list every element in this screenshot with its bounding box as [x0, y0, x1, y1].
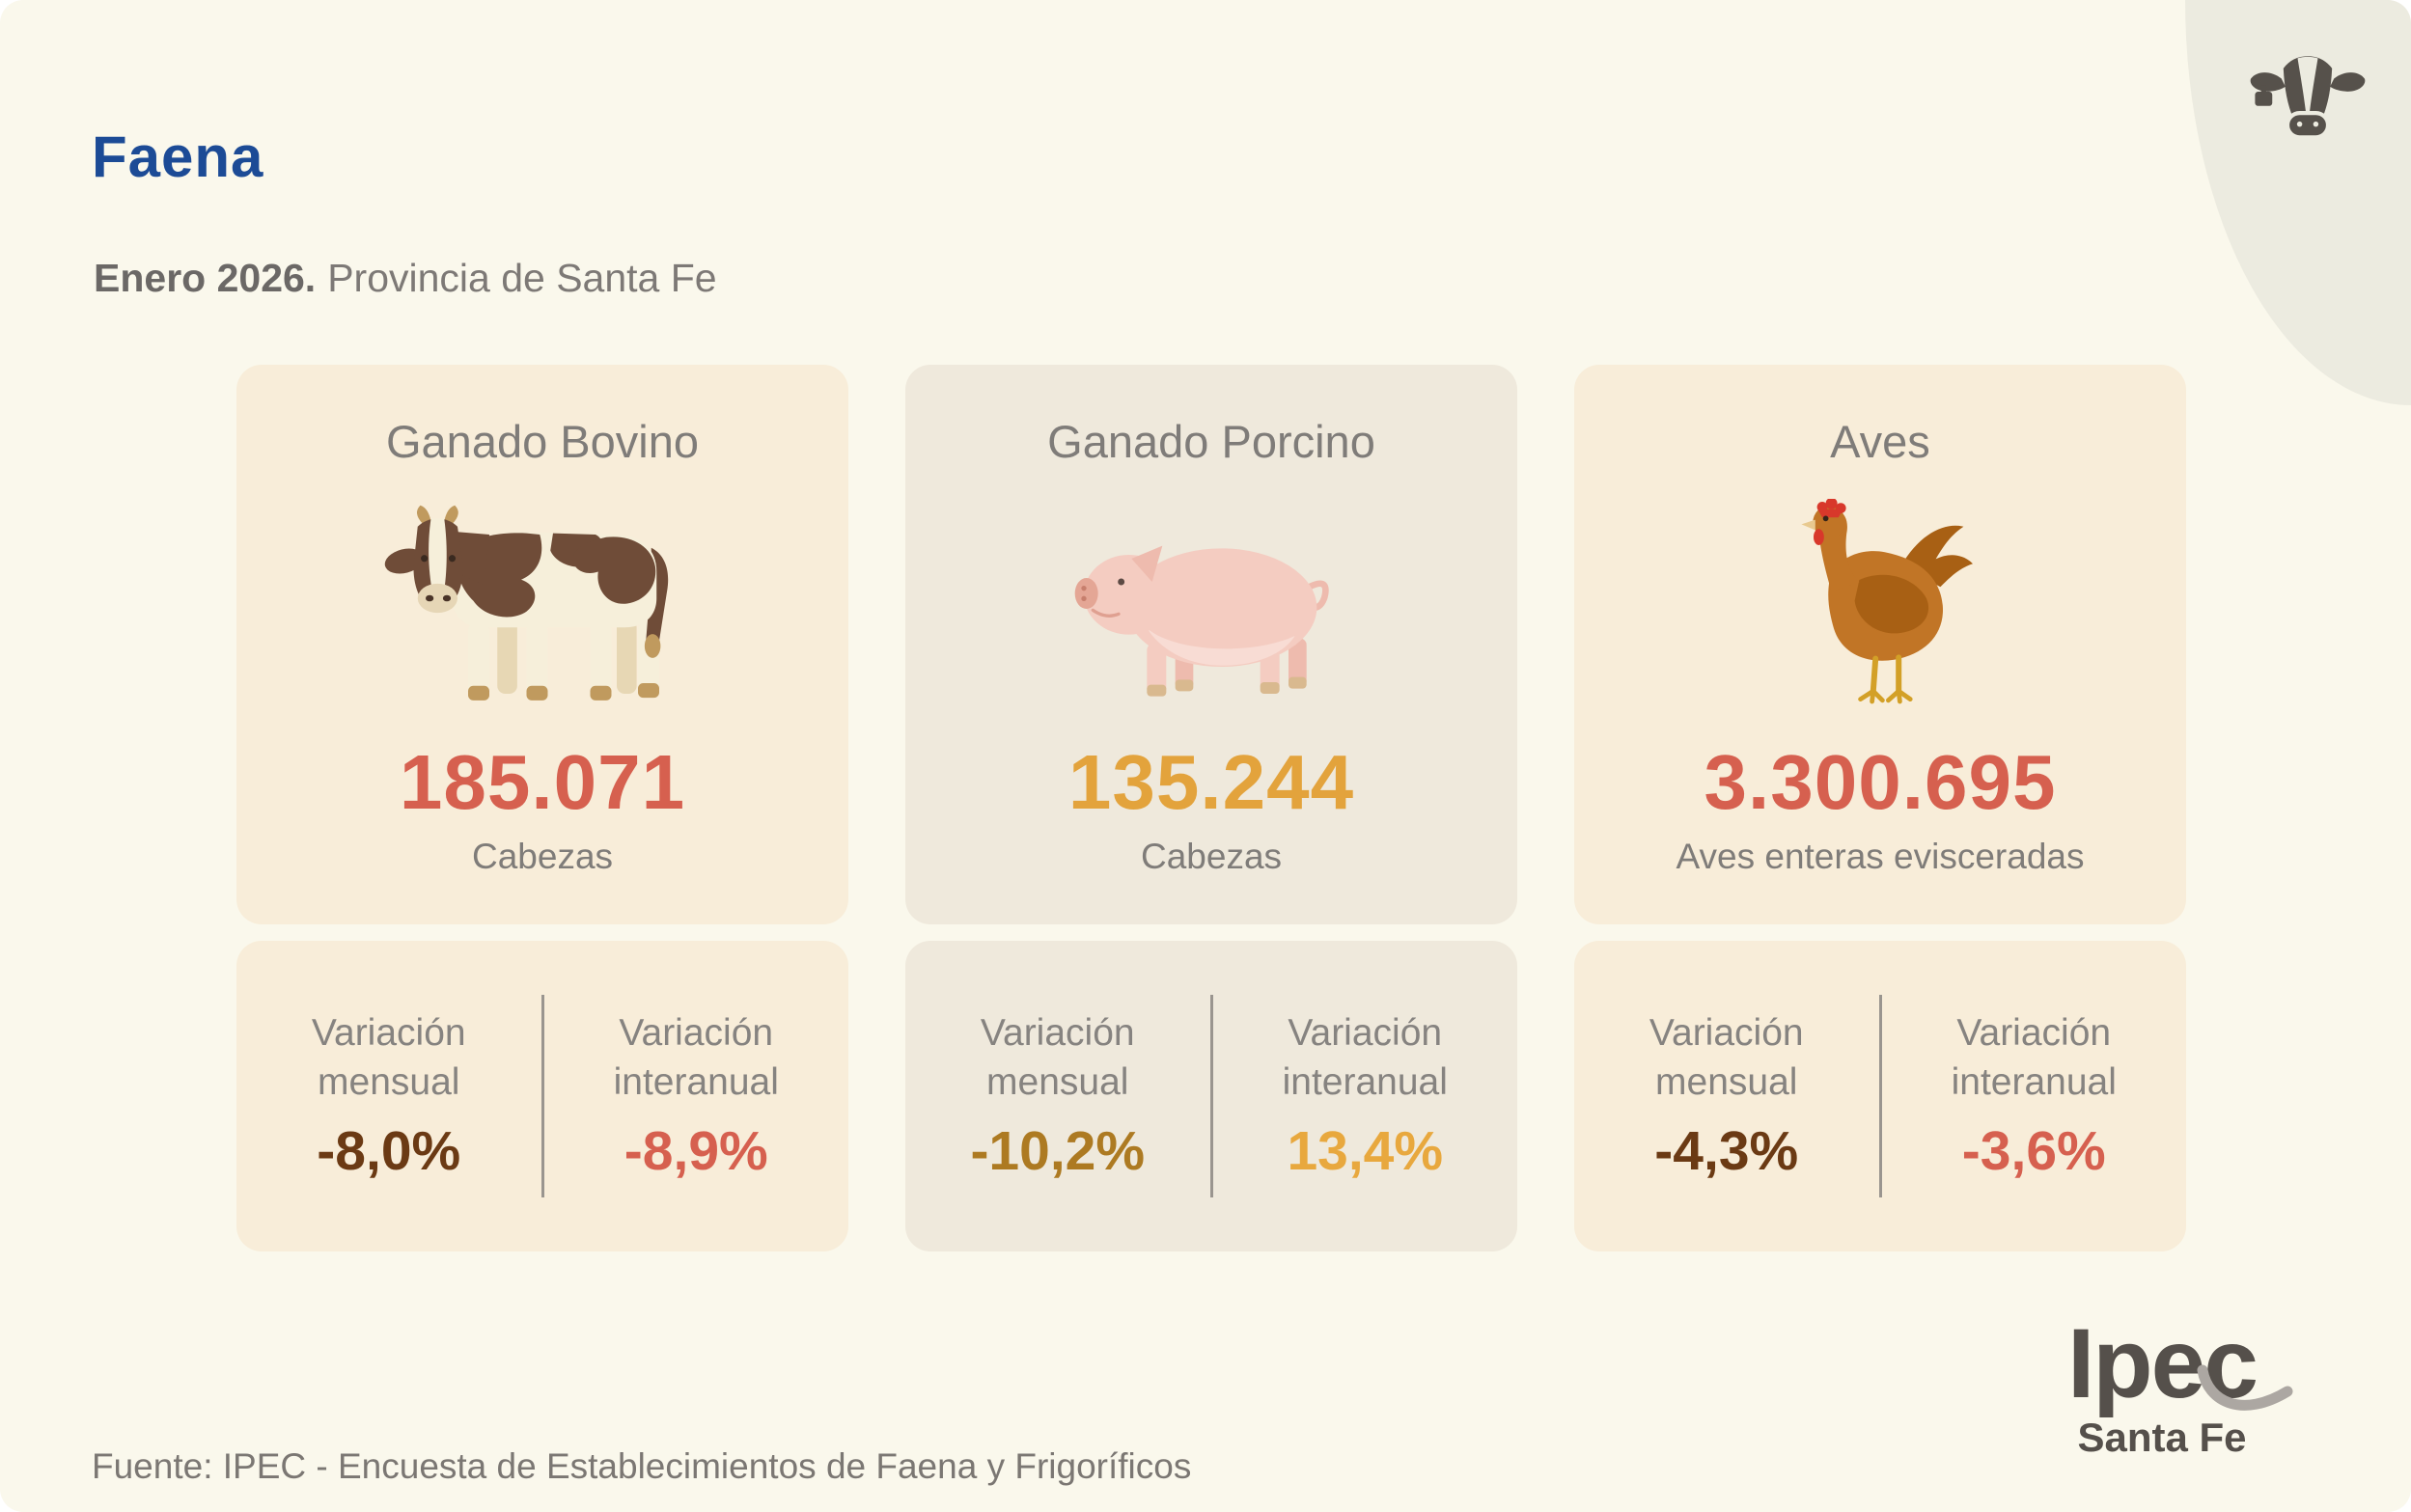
cow-head-icon: [2250, 56, 2366, 140]
corner-decoration: [2185, 0, 2411, 405]
variation-monthly-label: Variación mensual: [1649, 1012, 1804, 1103]
variation-yearly-label: Variación interanual: [613, 1012, 779, 1103]
card-title: Ganado Porcino: [1047, 416, 1375, 467]
card-aves: Aves: [1574, 365, 2186, 1251]
ipec-logo-wordmark: Ipec: [2067, 1314, 2293, 1413]
card-ganado-bovino-main: Ganado Bovino: [236, 365, 848, 924]
card-ganado-porcino-main: Ganado Porcino: [905, 365, 1517, 924]
variation-yearly-value: -3,6%: [1961, 1119, 2106, 1182]
page-title: Faena: [92, 124, 264, 190]
pig-icon: [1057, 493, 1366, 725]
variation-yearly: Variación interanual -8,9%: [544, 941, 849, 1251]
ipec-logo-region: Santa Fe: [2077, 1415, 2247, 1460]
card-title: Ganado Bovino: [385, 416, 700, 467]
subtitle-region: Provincia de Santa Fe: [327, 256, 717, 300]
page-subtitle: Enero 2026. Provincia de Santa Fe: [94, 256, 717, 301]
cards-row: Ganado Bovino: [236, 365, 2186, 1251]
card-value: 185.071: [399, 739, 686, 825]
card-ganado-porcino: Ganado Porcino: [905, 365, 1517, 1251]
card-aves-variations: Variación mensual -4,3% Variación intera…: [1574, 941, 2186, 1251]
variation-monthly: Variación mensual -8,0%: [236, 941, 541, 1251]
card-aves-main: Aves: [1574, 365, 2186, 924]
card-ganado-porcino-variations: Variación mensual -10,2% Variación inter…: [905, 941, 1517, 1251]
variation-yearly: Variación interanual -3,6%: [1882, 941, 2187, 1251]
subtitle-period: Enero 2026.: [94, 256, 317, 300]
card-ganado-bovino-variations: Variación mensual -8,0% Variación intera…: [236, 941, 848, 1251]
card-unit: Aves enteras evisceradas: [1676, 837, 2085, 876]
variation-yearly-label: Variación interanual: [1951, 1012, 2117, 1103]
variation-divider: [540, 995, 544, 1197]
variation-yearly-value: 13,4%: [1287, 1119, 1444, 1182]
variation-monthly-value: -4,3%: [1654, 1119, 1799, 1182]
ipec-logo: Ipec Santa Fe: [1998, 1314, 2326, 1461]
variation-monthly-value: -8,0%: [317, 1119, 461, 1182]
variation-monthly-label: Variación mensual: [311, 1012, 466, 1103]
variation-yearly: Variación interanual 13,4%: [1213, 941, 1518, 1251]
variation-monthly-label: Variación mensual: [980, 1012, 1135, 1103]
card-unit: Cabezas: [1140, 837, 1283, 876]
variation-monthly-value: -10,2%: [970, 1119, 1146, 1182]
card-value: 135.244: [1067, 739, 1355, 825]
variation-yearly-value: -8,9%: [624, 1119, 768, 1182]
variation-divider: [1878, 995, 1882, 1197]
variation-yearly-label: Variación interanual: [1282, 1012, 1448, 1103]
variation-monthly: Variación mensual -4,3%: [1574, 941, 1879, 1251]
variation-monthly: Variación mensual -10,2%: [905, 941, 1210, 1251]
hen-icon: [1764, 493, 1996, 725]
variation-divider: [1209, 995, 1213, 1197]
source-note: Fuente: IPEC - Encuesta de Establecimien…: [92, 1446, 1192, 1486]
card-value: 3.300.695: [1704, 739, 2057, 825]
ipec-logo-swoosh-icon: [2197, 1364, 2293, 1411]
card-title: Aves: [1830, 416, 1930, 467]
cow-icon: [383, 493, 702, 725]
card-unit: Cabezas: [471, 837, 614, 876]
card-ganado-bovino: Ganado Bovino: [236, 365, 848, 1251]
